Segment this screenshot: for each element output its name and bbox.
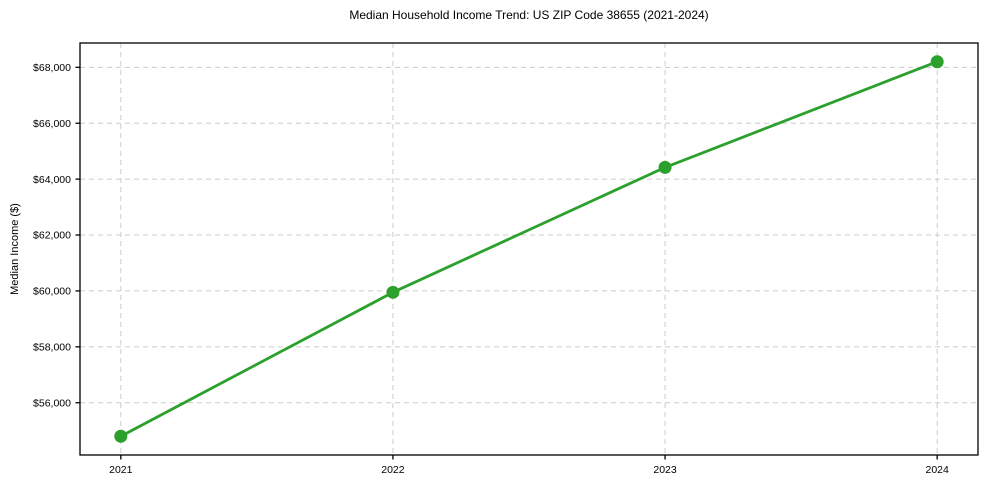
y-tick-label: $56,000 — [33, 397, 71, 409]
y-tick-label: $64,000 — [33, 174, 71, 186]
data-point-marker — [386, 285, 400, 299]
y-tick-label: $58,000 — [33, 342, 71, 354]
data-point-marker — [658, 160, 672, 174]
plot-border — [79, 42, 979, 456]
y-tick-label: $68,000 — [33, 62, 71, 74]
y-axis-title: Median Income ($) — [9, 203, 21, 295]
x-tick-label: 2022 — [381, 464, 405, 476]
chart-title: Median Household Income Trend: US ZIP Co… — [349, 8, 709, 22]
x-tick-label: 2021 — [109, 464, 133, 476]
y-tick-label: $66,000 — [33, 118, 71, 130]
income-trend-line — [119, 60, 939, 438]
x-tick-label: 2023 — [653, 464, 677, 476]
y-tick-label: $62,000 — [33, 230, 71, 242]
data-point-marker — [114, 429, 128, 443]
y-tick-label: $60,000 — [33, 286, 71, 298]
x-tick-label: 2024 — [926, 464, 950, 476]
data-point-marker — [930, 55, 944, 69]
